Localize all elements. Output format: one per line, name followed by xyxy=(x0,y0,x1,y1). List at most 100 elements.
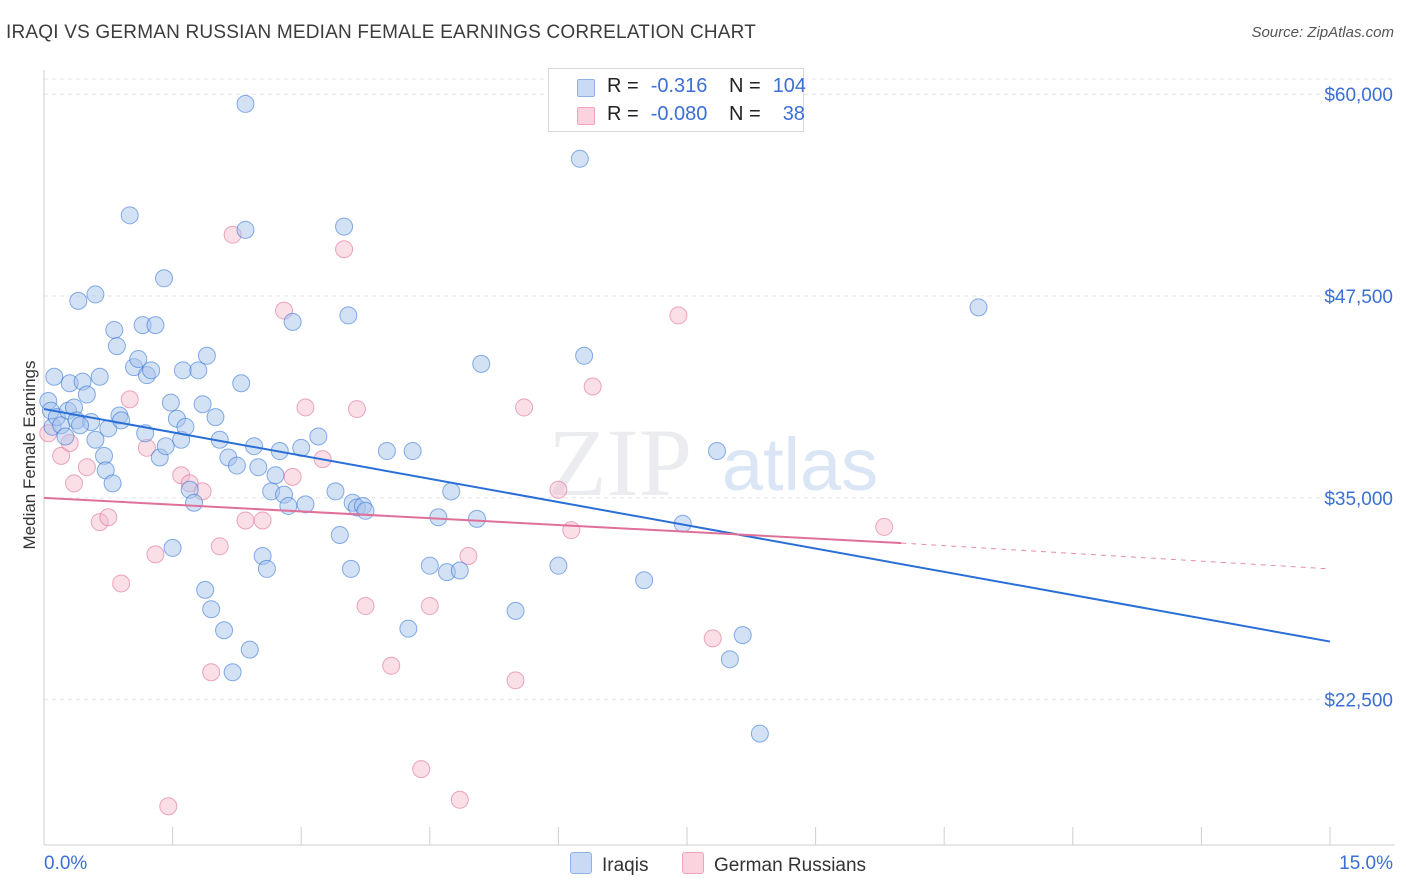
iraqis-trend-line xyxy=(43,408,1331,643)
german-russians-point xyxy=(65,474,84,493)
legend-label-german-russians: German Russians xyxy=(714,855,867,876)
iraqis-point xyxy=(733,626,752,645)
iraqis-point xyxy=(120,206,139,225)
iraqis-point xyxy=(442,482,461,501)
legend-label-iraqis: Iraqis xyxy=(602,855,649,876)
german-russians-point xyxy=(335,240,354,259)
legend-n-value: 38 xyxy=(782,103,805,125)
iraqis-point xyxy=(296,495,315,514)
iraqis-point xyxy=(215,621,234,640)
iraqis-point xyxy=(429,508,448,527)
german-russians-point xyxy=(236,511,255,530)
watermark-atlas: atlas xyxy=(722,423,878,506)
german-russians-point xyxy=(202,663,221,682)
german-russians-point xyxy=(412,760,431,779)
german-russians-point xyxy=(506,671,525,690)
iraqis-point xyxy=(249,458,268,477)
german-russians-point xyxy=(146,545,165,564)
x-tick-label-min: 0.0% xyxy=(44,853,87,874)
german-russians-point xyxy=(450,790,469,809)
iraqis-point xyxy=(107,337,126,356)
iraqis-point xyxy=(339,306,358,325)
iraqis-point xyxy=(506,601,525,620)
y-tick-label-2: $47,500 xyxy=(1324,287,1393,308)
iraqis-point xyxy=(236,94,255,113)
iraqis-point xyxy=(112,411,131,430)
iraqis-point xyxy=(708,442,727,461)
german-russians-point xyxy=(382,656,401,675)
german-russians-point xyxy=(52,446,71,465)
iraqis-point xyxy=(309,427,328,446)
iraqis-point xyxy=(450,561,469,580)
iraqis-point xyxy=(56,427,75,446)
german-russians-point xyxy=(562,521,581,540)
iraqis-point xyxy=(69,291,88,310)
iraqis-point xyxy=(77,385,96,404)
german-russians-point xyxy=(703,629,722,648)
legend-n-value: 104 xyxy=(772,75,807,97)
iraqis-point xyxy=(86,430,105,449)
iraqis-point xyxy=(240,640,259,659)
german-russians-point xyxy=(99,508,118,527)
legend-n-label: N = xyxy=(729,75,761,97)
iraqis-point xyxy=(570,149,589,168)
iraqis-point xyxy=(105,320,124,339)
iraqis-point xyxy=(71,416,90,435)
iraqis-point xyxy=(549,556,568,575)
axes xyxy=(43,70,1395,846)
iraqis-point xyxy=(403,442,422,461)
legend-n-label: N = xyxy=(729,103,761,125)
iraqis-point xyxy=(146,316,165,335)
iraqis-point xyxy=(399,619,418,638)
chart-source: Source: ZipAtlas.com xyxy=(1251,24,1394,41)
iraqis-point xyxy=(236,220,255,239)
legend-n-german-russians: N = 38 xyxy=(729,103,805,126)
y-tick-labels: $22,500 $35,000 $47,500 $60,000 xyxy=(1324,85,1393,711)
iraqis-point xyxy=(197,346,216,365)
german-russians-trend-line xyxy=(43,496,902,545)
german-russians-point xyxy=(420,597,439,616)
iraqis-point xyxy=(227,456,246,475)
legend-swatch-iraqis xyxy=(577,79,595,97)
german-russians-point xyxy=(112,574,131,593)
legend-swatch-german-russians xyxy=(682,852,704,874)
iraqis-point xyxy=(232,374,251,393)
legend-r-value: -0.316 xyxy=(650,75,708,97)
iraqis-point xyxy=(185,493,204,512)
german-russians-point xyxy=(283,467,302,486)
chart-title: IRAQI VS GERMAN RUSSIAN MEDIAN FEMALE EA… xyxy=(6,22,757,43)
x-tick-label-max: 15.0% xyxy=(1339,853,1393,874)
y-tick-label-1: $35,000 xyxy=(1324,489,1393,510)
iraqis-point xyxy=(257,559,276,578)
iraqis-point xyxy=(193,395,212,414)
legend-r-label: R = xyxy=(607,75,639,97)
german-russians-point xyxy=(356,597,375,616)
legend-item-iraqis[interactable]: Iraqis xyxy=(570,852,648,877)
iraqis-point xyxy=(575,346,594,365)
iraqis-point xyxy=(720,650,739,669)
correlation-legend: R = -0.316 N = 104 R = -0.080 N = 38 xyxy=(548,68,806,132)
german-russians-point xyxy=(159,797,178,816)
german-russians-point xyxy=(210,537,229,556)
y-tick-label-3: $60,000 xyxy=(1324,85,1393,106)
iraqis-point xyxy=(142,361,161,380)
legend-item-german-russians[interactable]: German Russians xyxy=(682,852,866,877)
x-tick-labels: 0.0% 15.0% xyxy=(44,853,1393,874)
german-russians-trend-extension xyxy=(901,542,1331,570)
iraqis-point xyxy=(103,474,122,493)
legend-swatch-german-russians xyxy=(577,107,595,125)
iraqis-points xyxy=(39,94,988,743)
iraqis-point xyxy=(202,600,221,619)
iraqis-point xyxy=(206,408,225,427)
iraqis-point xyxy=(161,393,180,412)
iraqis-point xyxy=(189,361,208,380)
iraqis-point xyxy=(163,538,182,557)
y-tick-label-0: $22,500 xyxy=(1324,691,1393,712)
trend-lines xyxy=(43,408,1331,643)
iraqis-point xyxy=(129,350,148,369)
german-russians-point xyxy=(669,306,688,325)
german-russians-point xyxy=(253,511,272,530)
iraqis-point xyxy=(472,354,491,373)
legend-n-iraqis: N = 104 xyxy=(729,75,806,98)
german-russians-point xyxy=(515,398,534,417)
